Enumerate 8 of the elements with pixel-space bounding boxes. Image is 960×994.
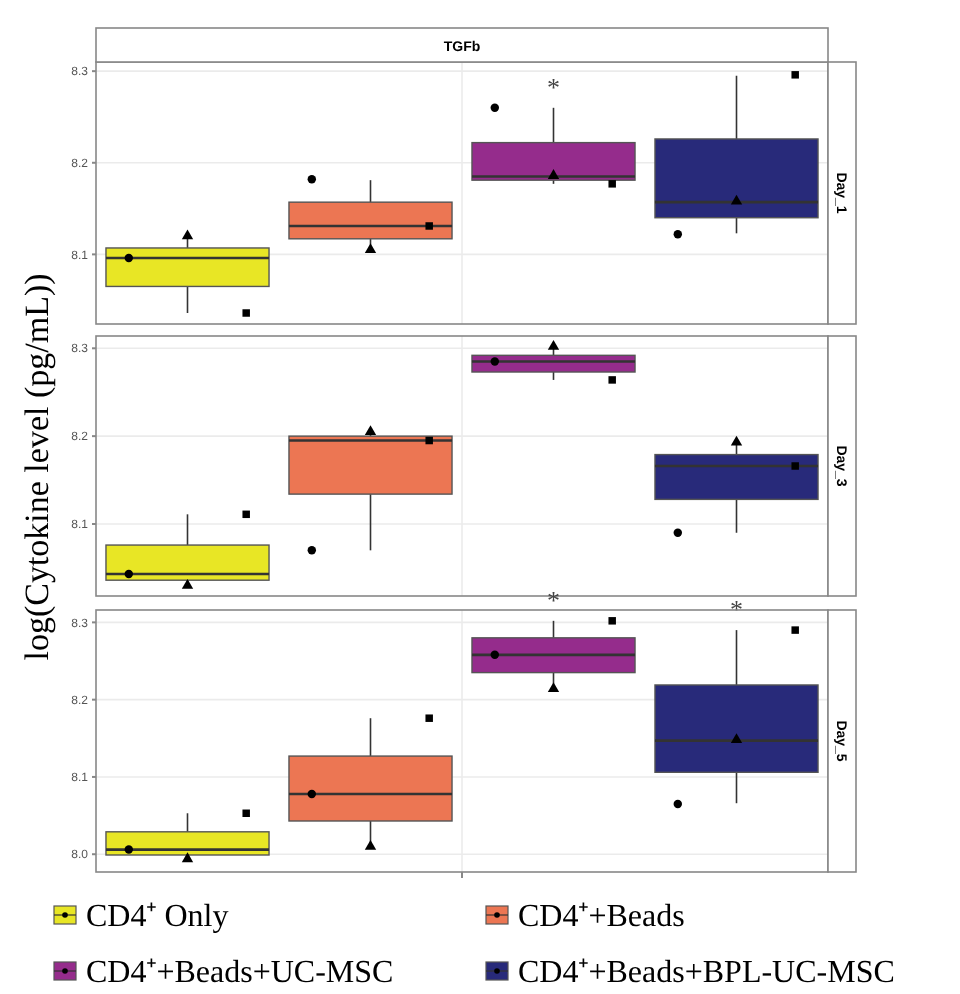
legend-label: CD4⁺+Beads+UC-MSC [86,956,394,990]
legend-label: CD4⁺+Beads+BPL-UC-MSC [518,956,895,990]
annotation: * [547,584,560,615]
y-axis-title: log(Cytokine level (pg/mL)) [18,273,56,661]
legend-label: CD4⁺+Beads [518,900,685,934]
annotation: * [547,71,560,102]
annotation: * [730,594,743,625]
legend-label: CD4⁺ Only [86,900,229,934]
